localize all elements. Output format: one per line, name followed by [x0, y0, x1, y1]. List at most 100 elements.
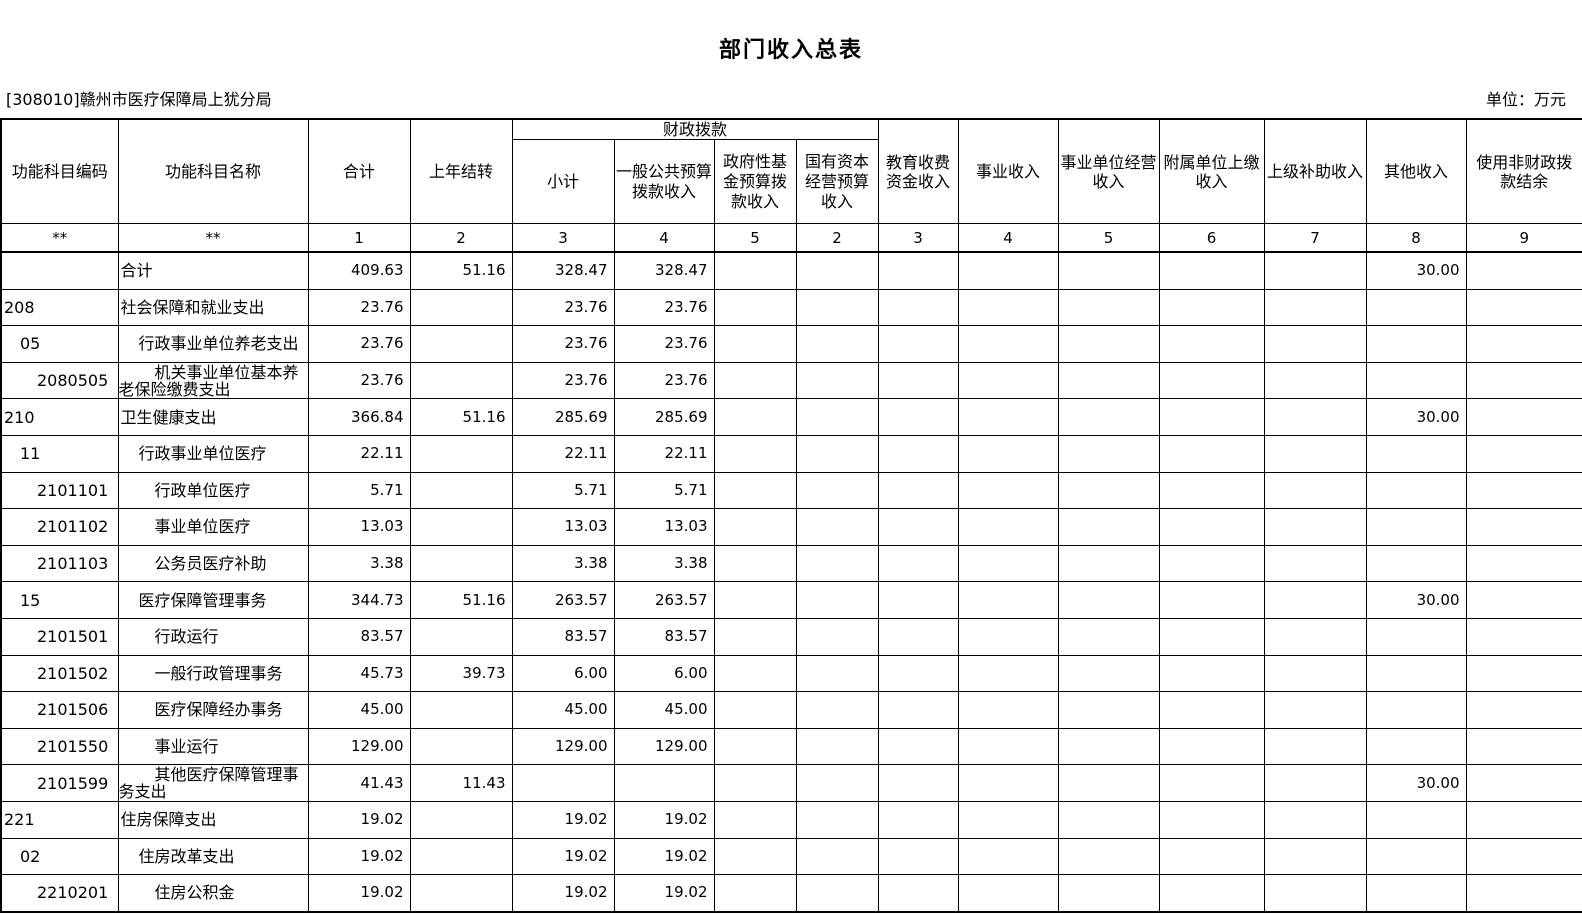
cell-bizop — [1057, 471, 1160, 510]
cell-govfund — [713, 471, 797, 510]
cell-general: 22.11 — [613, 434, 715, 473]
cell-general: 19.02 — [613, 874, 715, 913]
cell-edufee — [877, 581, 959, 619]
cell-statecap — [795, 361, 879, 400]
cell-total: 13.03 — [307, 508, 411, 546]
cell-total: 23.76 — [307, 361, 411, 400]
cell-business — [957, 398, 1059, 436]
cell-affiliate — [1158, 434, 1265, 473]
cell-business — [957, 325, 1059, 363]
col-num-name: ** — [117, 223, 309, 253]
cell-subtotal — [511, 764, 615, 802]
cell-nonfiscal — [1465, 617, 1582, 656]
col-header-business-operating-income: 事业单位经营 收入 — [1057, 118, 1160, 224]
cell-subtotal: 23.76 — [511, 325, 615, 363]
cell-edufee — [877, 508, 959, 546]
col-num-affiliate: 6 — [1158, 223, 1265, 253]
col-num-superior: 7 — [1263, 223, 1367, 253]
cell-affiliate — [1158, 251, 1265, 290]
cell-statecap — [795, 434, 879, 473]
cell-superior — [1263, 800, 1367, 839]
cell-superior — [1263, 325, 1367, 363]
col-num-general: 4 — [613, 223, 715, 253]
cell-affiliate — [1158, 398, 1265, 436]
cell-other — [1365, 508, 1467, 546]
cell-bizop — [1057, 874, 1160, 913]
cell-function-name: 社会保障和就业支出 — [117, 288, 309, 327]
col-num-carryover: 2 — [409, 223, 513, 253]
cell-subtotal: 23.76 — [511, 288, 615, 327]
cell-statecap — [795, 764, 879, 802]
cell-nonfiscal — [1465, 544, 1582, 583]
cell-statecap — [795, 398, 879, 436]
cell-function-code: 02 — [0, 837, 119, 876]
cell-total: 19.02 — [307, 874, 411, 913]
cell-other — [1365, 837, 1467, 876]
cell-other: 30.00 — [1365, 398, 1467, 436]
cell-edufee — [877, 654, 959, 693]
cell-nonfiscal — [1465, 434, 1582, 473]
cell-superior — [1263, 434, 1367, 473]
cell-subtotal: 5.71 — [511, 471, 615, 510]
col-num-subtotal: 3 — [511, 223, 615, 253]
table-body: 合计 409.63 51.16 328.47 328.47 30.00 208 社会保障和就业… — [0, 251, 1582, 913]
cell-general: 6.00 — [613, 654, 715, 693]
cell-govfund — [713, 544, 797, 583]
cell-affiliate — [1158, 288, 1265, 327]
cell-bizop — [1057, 800, 1160, 839]
cell-nonfiscal — [1465, 654, 1582, 693]
cell-affiliate — [1158, 874, 1265, 913]
table-row: 2080505 机关事业单位基本养老保险缴费支出 23.76 23.76 23.76 — [0, 361, 1582, 400]
col-header-fiscal-appropriation-group: 财政拨款 — [511, 118, 879, 140]
cell-other — [1365, 874, 1467, 913]
cell-function-name: 行政单位医疗 — [117, 471, 309, 510]
cell-carryover — [409, 471, 513, 510]
cell-superior — [1263, 288, 1367, 327]
col-num-code: ** — [0, 223, 119, 253]
table-row: 221 住房保障支出 19.02 19.02 19.02 — [0, 800, 1582, 839]
cell-statecap — [795, 325, 879, 363]
cell-function-name: 行政事业单位医疗 — [117, 434, 309, 473]
cell-function-name: 行政运行 — [117, 617, 309, 656]
cell-carryover — [409, 800, 513, 839]
col-num-other: 8 — [1365, 223, 1467, 253]
cell-affiliate — [1158, 361, 1265, 400]
cell-govfund — [713, 654, 797, 693]
cell-affiliate — [1158, 654, 1265, 693]
cell-carryover: 11.43 — [409, 764, 513, 802]
cell-superior — [1263, 654, 1367, 693]
cell-function-name: 合计 — [117, 251, 309, 290]
cell-nonfiscal — [1465, 361, 1582, 400]
cell-edufee — [877, 544, 959, 583]
cell-function-name: 公务员医疗补助 — [117, 544, 309, 583]
cell-subtotal: 83.57 — [511, 617, 615, 656]
cell-carryover — [409, 361, 513, 400]
cell-affiliate — [1158, 508, 1265, 546]
cell-function-name: 住房保障支出 — [117, 800, 309, 839]
cell-general: 263.57 — [613, 581, 715, 619]
col-num-statecap: 2 — [795, 223, 879, 253]
cell-bizop — [1057, 508, 1160, 546]
cell-edufee — [877, 617, 959, 656]
cell-affiliate — [1158, 800, 1265, 839]
subtitle-row: [308010]赣州市医疗保障局上犹分局 单位：万元 — [0, 86, 1582, 110]
table-row: 2101599 其他医疗保障管理事务支出 41.43 11.43 30.00 — [0, 764, 1582, 802]
col-header-general-budget-income: 一般公共预算 拨款收入 — [613, 139, 715, 224]
cell-function-code: 05 — [0, 325, 119, 363]
cell-business — [957, 581, 1059, 619]
cell-statecap — [795, 617, 879, 656]
col-header-superior-subsidy-income: 上级补助收入 — [1263, 118, 1367, 224]
cell-bizop — [1057, 654, 1160, 693]
header-sub-row: 小计 一般公共预算 拨款收入 政府性基 金预算拨 款收入 国有资本 经营预算 收… — [1, 139, 1582, 224]
cell-business — [957, 471, 1059, 510]
cell-superior — [1263, 837, 1367, 876]
cell-total: 409.63 — [307, 251, 411, 290]
cell-function-code: 11 — [0, 434, 119, 473]
cell-superior — [1263, 691, 1367, 729]
cell-carryover — [409, 434, 513, 473]
table-row: 2101501 行政运行 83.57 83.57 83.57 — [0, 617, 1582, 656]
cell-govfund — [713, 800, 797, 839]
cell-superior — [1263, 727, 1367, 766]
cell-total: 22.11 — [307, 434, 411, 473]
cell-function-code: 2101502 — [0, 654, 119, 693]
